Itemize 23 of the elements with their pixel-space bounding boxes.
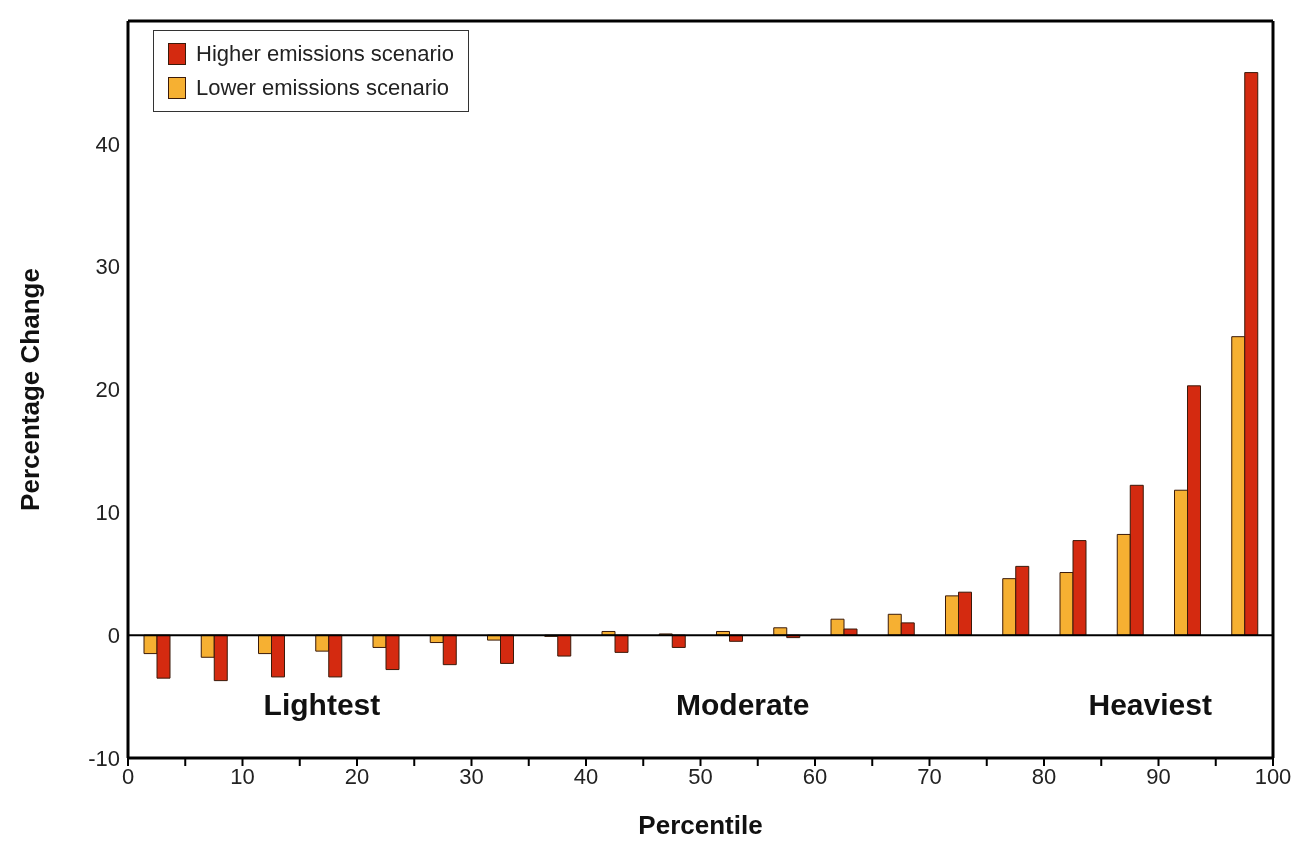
- legend-label: Higher emissions scenario: [196, 40, 454, 68]
- y-tick-label: 10: [95, 500, 120, 526]
- x-tick-label: 70: [917, 763, 942, 789]
- x-tick-label: 40: [573, 763, 599, 789]
- x-tick-label: 50: [688, 763, 713, 789]
- legend-label: Lower emissions scenario: [196, 74, 450, 102]
- x-tick-label: 20: [344, 763, 370, 789]
- x-tick-label: 80: [1031, 763, 1057, 789]
- y-tick-label: 30: [95, 254, 120, 280]
- x-axis-title: Percentile: [638, 810, 763, 840]
- y-tick-label: 20: [95, 377, 120, 403]
- y-tick-label: 0: [107, 622, 120, 648]
- annotation: Lightest: [263, 688, 381, 722]
- y-tick-label: 40: [95, 131, 120, 157]
- x-tick-label: 90: [1146, 763, 1171, 789]
- x-tick-label: 30: [459, 763, 484, 789]
- y-tick-label: -10: [88, 745, 120, 771]
- y-axis-title: Percentage Change: [15, 268, 46, 511]
- annotation: Moderate: [676, 688, 810, 722]
- annotation: Heaviest: [1088, 688, 1212, 722]
- x-tick-label: 10: [230, 763, 255, 789]
- x-tick-label: 100: [1254, 763, 1292, 789]
- x-tick-label: 60: [802, 763, 828, 789]
